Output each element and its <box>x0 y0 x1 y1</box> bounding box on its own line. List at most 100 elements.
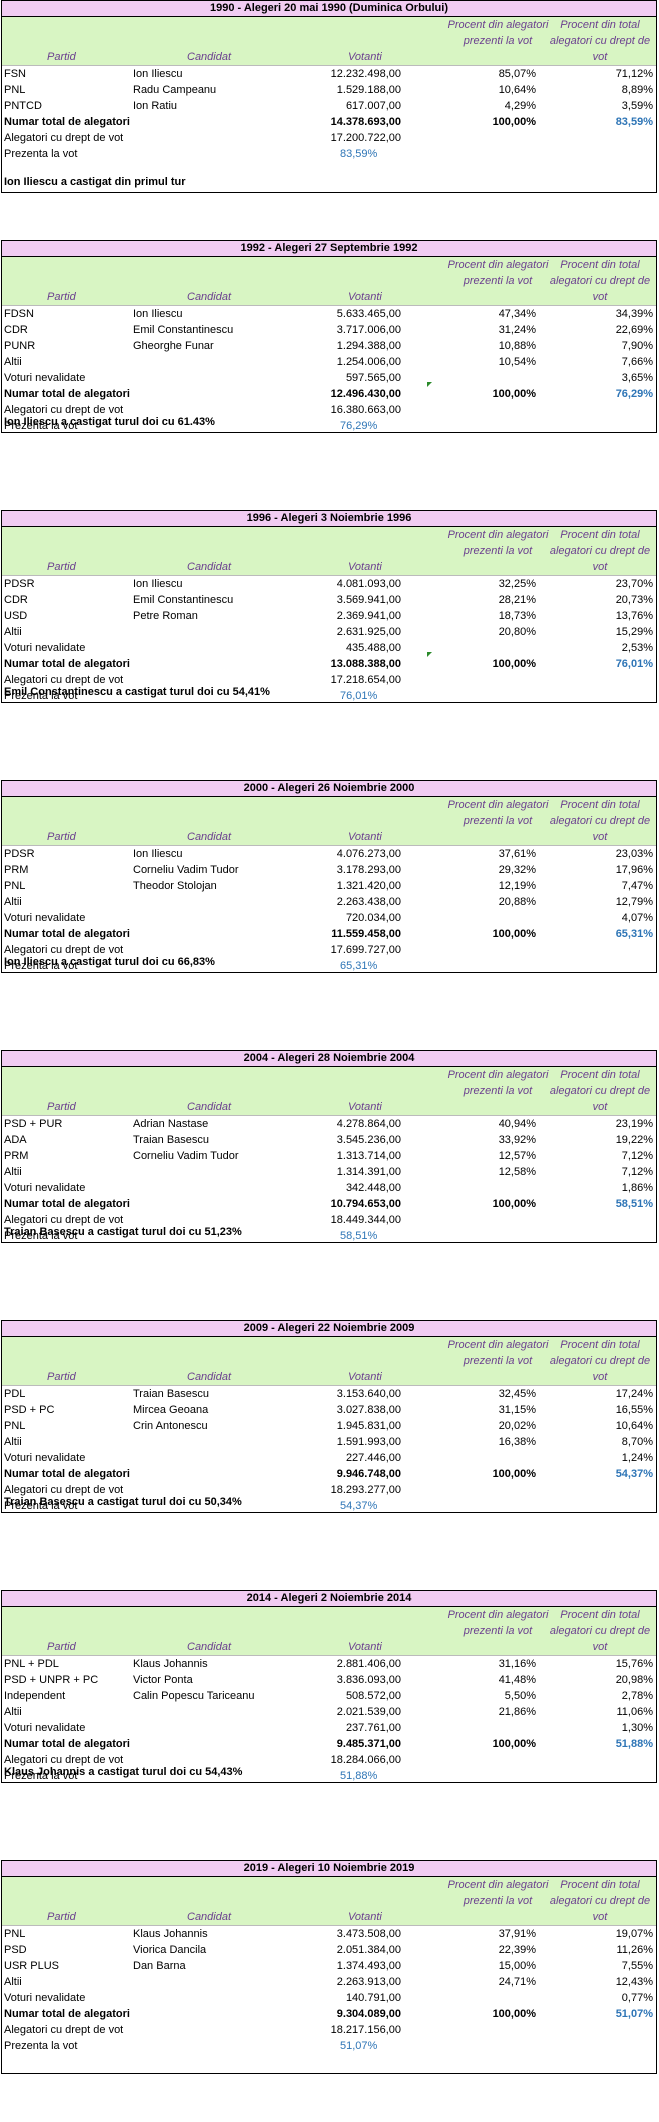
eligible-voters-row: Alegatori cu drept de vot 18.449.344,00 <box>2 1212 656 1228</box>
total-percent-eligible: 51,07% <box>615 2008 653 2020</box>
election-block: 2014 - Alegeri 2 Noiembrie 2014 Partid Can… <box>1 1590 657 1783</box>
cell-partid: PRM <box>4 864 29 876</box>
cell-votanti: 3.473.508,00 <box>336 1928 401 1940</box>
total-voters-row: Numar total de alegatori 9.946.748,00 100,… <box>2 1466 656 1482</box>
header-procent-prezenti: Procent din alegatori prezenti la vot <box>447 1069 549 1097</box>
cell-procent-total: 8,89% <box>621 84 653 96</box>
election-title: 2019 - Alegeri 10 Noiembrie 2019 <box>2 1861 656 1877</box>
header-candidat: Candidat <box>187 1911 232 1923</box>
eligible-voters-row: Alegatori cu drept de vot 18.217.156,00 <box>2 2022 656 2038</box>
invalid-votes-row: Voturi nevalidate 720.034,00 4,07% <box>2 910 656 926</box>
header-candidat: Candidat <box>187 1641 232 1653</box>
cell-partid: Altii <box>4 1976 22 1988</box>
cell-candidat: Corneliu Vadim Tudor <box>133 1150 239 1162</box>
column-header: Partid Candidat Votanti Procent din alegato… <box>2 17 656 66</box>
invalid-votes-row: Voturi nevalidate 140.791,00 0,77% <box>2 1990 656 2006</box>
column-header: Partid Candidat Votanti Procent din alegato… <box>2 527 656 576</box>
cell-procent-prezenti: 12,57% <box>498 1150 536 1162</box>
invalid-votes-row: Voturi nevalidate 237.761,00 1,30% <box>2 1720 656 1736</box>
cell-procent-prezenti: 47,34% <box>498 308 536 320</box>
eligible-voters-value: 16.380.663,00 <box>330 404 401 416</box>
cell-partid: Altii <box>4 1436 22 1448</box>
cell-votanti: 3.153.640,00 <box>336 1388 401 1400</box>
invalid-votes-label: Voturi nevalidate <box>4 912 86 924</box>
eligible-voters-label: Alegatori cu drept de vot <box>4 944 124 956</box>
cell-partid: ADA <box>4 1134 27 1146</box>
cell-procent-prezenti: 15,00% <box>498 1960 536 1972</box>
cell-procent-total: 7,47% <box>621 880 653 892</box>
table-row: Altii 1.314.391,00 12,58% 7,12% <box>2 1164 656 1180</box>
cell-votanti: 1.945.831,00 <box>336 1420 401 1432</box>
header-procent-prezenti: Procent din alegatori prezenti la vot <box>447 19 549 47</box>
column-header: Partid Candidat Votanti Procent din alegato… <box>2 1877 656 1926</box>
table-row: Altii 2.263.913,00 24,71% 12,43% <box>2 1974 656 1990</box>
total-voters-label: Numar total de alegatori <box>4 1198 130 1210</box>
header-votanti: Votanti <box>348 1101 382 1113</box>
header-procent-prezenti: Procent din alegatori prezenti la vot <box>447 259 549 287</box>
cell-partid: FSN <box>4 68 26 80</box>
invalid-votes-label: Voturi nevalidate <box>4 1452 86 1464</box>
table-row: PDSR Ion Iliescu 4.076.273,00 37,61% 23,03% <box>2 846 656 862</box>
header-procent-total: Procent din total alegatori cu drept de … <box>549 1069 651 1113</box>
total-voters-label: Numar total de alegatori <box>4 928 130 940</box>
table-row: PNL Klaus Johannis 3.473.508,00 37,91% 19,07… <box>2 1926 656 1942</box>
table-row: PSD + UNPR + PC Victor Ponta 3.836.093,00 4… <box>2 1672 656 1688</box>
winner-note: Traian Basescu a castigat turul doi cu 5… <box>4 1496 242 1508</box>
cell-procent-total: 20,98% <box>615 1674 653 1686</box>
cell-votanti: 1.529.188,00 <box>336 84 401 96</box>
cell-candidat: Traian Basescu <box>133 1388 210 1400</box>
cell-comment-marker <box>427 652 432 657</box>
table-row: Altii 1.591.993,00 16,38% 8,70% <box>2 1434 656 1450</box>
total-percent-eligible: 65,31% <box>615 928 653 940</box>
turnout-label: Prezenta la vot <box>4 690 78 702</box>
cell-candidat: Ion Iliescu <box>133 308 183 320</box>
invalid-votes-percent: 1,24% <box>621 1452 653 1464</box>
turnout-value: 54,37% <box>340 1500 378 1512</box>
cell-procent-prezenti: 16,38% <box>498 1436 536 1448</box>
header-partid: Partid <box>47 1371 76 1383</box>
cell-procent-prezenti: 28,21% <box>498 594 536 606</box>
cell-votanti: 4.081.093,00 <box>336 578 401 590</box>
cell-candidat: Traian Basescu <box>133 1134 210 1146</box>
election-block: 2019 - Alegeri 10 Noiembrie 2019 Partid Ca… <box>1 1860 657 2074</box>
winner-note: Traian Basescu a castigat turul doi cu 5… <box>4 1226 242 1238</box>
cell-procent-total: 8,70% <box>621 1436 653 1448</box>
total-percent-present: 100,00% <box>492 116 536 128</box>
invalid-votes-label: Voturi nevalidate <box>4 1182 86 1194</box>
turnout-row: Prezenta la vot 51,88% <box>2 1768 656 1784</box>
table-row: Altii 2.021.539,00 21,86% 11,06% <box>2 1704 656 1720</box>
invalid-votes-row: Voturi nevalidate 342.448,00 1,86% <box>2 1180 656 1196</box>
header-votanti: Votanti <box>348 831 382 843</box>
cell-procent-prezenti: 32,45% <box>498 1388 536 1400</box>
invalid-votes-percent: 1,30% <box>621 1722 653 1734</box>
cell-procent-prezenti: 21,86% <box>498 1706 536 1718</box>
turnout-value: 58,51% <box>340 1230 378 1242</box>
cell-partid: Altii <box>4 1166 22 1178</box>
turnout-value: 51,88% <box>340 1770 378 1782</box>
total-voters-label: Numar total de alegatori <box>4 116 130 128</box>
column-header: Partid Candidat Votanti Procent din alegato… <box>2 257 656 306</box>
cell-candidat: Dan Barna <box>133 1960 186 1972</box>
eligible-voters-label: Alegatori cu drept de vot <box>4 1484 124 1496</box>
cell-procent-total: 7,90% <box>621 340 653 352</box>
header-procent-total: Procent din total alegatori cu drept de … <box>549 1339 651 1383</box>
eligible-voters-value: 17.200.722,00 <box>330 132 401 144</box>
cell-partid: CDR <box>4 324 28 336</box>
cell-votanti: 3.836.093,00 <box>336 1674 401 1686</box>
header-procent-total: Procent din total alegatori cu drept de … <box>549 799 651 843</box>
invalid-votes-value: 227.446,00 <box>345 1452 401 1464</box>
cell-candidat: Klaus Johannis <box>133 1658 208 1670</box>
invalid-votes-label: Voturi nevalidate <box>4 1992 86 2004</box>
header-procent-prezenti: Procent din alegatori prezenti la vot <box>447 529 549 557</box>
header-partid: Partid <box>47 51 76 63</box>
invalid-votes-percent: 4,07% <box>621 912 653 924</box>
total-percent-present: 100,00% <box>492 2008 536 2020</box>
cell-partid: PUNR <box>4 340 36 352</box>
invalid-votes-label: Voturi nevalidate <box>4 1722 86 1734</box>
cell-procent-prezenti: 4,29% <box>504 100 536 112</box>
cell-procent-total: 20,73% <box>615 594 653 606</box>
cell-procent-total: 34,39% <box>615 308 653 320</box>
cell-candidat: Petre Roman <box>133 610 198 622</box>
cell-candidat: Emil Constantinescu <box>133 324 234 336</box>
total-percent-present: 100,00% <box>492 928 536 940</box>
